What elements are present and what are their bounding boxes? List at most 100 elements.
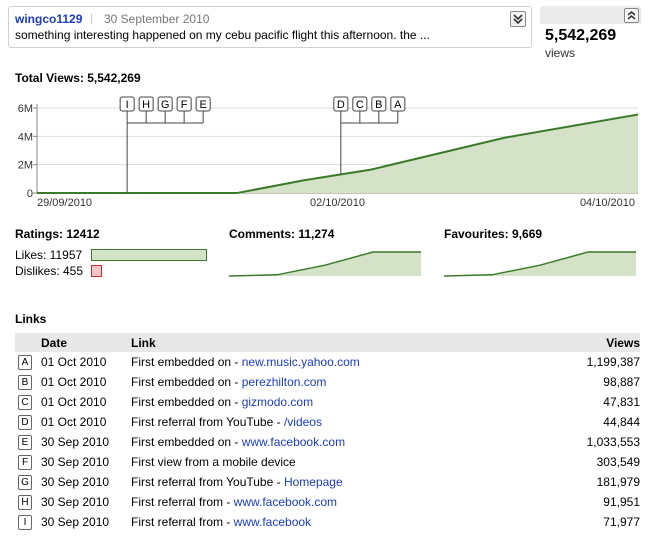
marker-letter: F <box>181 99 188 111</box>
row-link-url[interactable]: www.facebook.com <box>241 435 346 449</box>
row-link-cell: First embedded on - www.facebook.com <box>131 432 544 452</box>
row-marker-cell: I <box>15 512 41 532</box>
row-marker-cell: H <box>15 492 41 512</box>
table-row: F 30 Sep 2010 First view from a mobile dev… <box>15 452 640 472</box>
video-summary-box: wingco1129 | 30 September 2010 something… <box>8 6 532 48</box>
row-views: 303,549 <box>596 455 640 469</box>
table-row: A 01 Oct 2010 First embedded on - new.musi… <box>15 352 640 372</box>
links-header-row: Date Link Views <box>15 333 640 352</box>
row-link-url[interactable]: /videos <box>283 415 322 429</box>
marker-box <box>352 96 368 112</box>
row-link-prefix: First referral from - <box>131 495 234 509</box>
marker-box <box>157 96 173 112</box>
expand-button[interactable] <box>510 11 526 27</box>
row-link-cell: First referral from - www.facebook <box>131 512 544 532</box>
row-views: 98,887 <box>603 375 640 389</box>
ratings-heading: Ratings: 12412 <box>15 227 100 241</box>
dislikes-bar <box>91 265 102 277</box>
row-date: 01 Oct 2010 <box>41 355 107 369</box>
row-date: 01 Oct 2010 <box>41 375 107 389</box>
row-views: 91,951 <box>603 495 640 509</box>
row-link-prefix: First view from a mobile device <box>131 455 296 469</box>
row-link-url[interactable]: www.facebook.com <box>233 495 338 509</box>
marker-letter: H <box>142 99 150 111</box>
row-views: 71,977 <box>603 515 640 529</box>
letter-col-header <box>15 333 41 352</box>
row-date: 30 Sep 2010 <box>41 515 110 529</box>
row-marker-cell: D <box>15 412 41 432</box>
row-marker-letter: C <box>18 395 32 410</box>
views-panel-header <box>540 6 641 24</box>
row-marker-letter: B <box>18 375 32 390</box>
sparkline-line <box>444 251 636 277</box>
row-link-prefix: First embedded on - <box>131 435 242 449</box>
table-row: I 30 Sep 2010 First referral from - www.fa… <box>15 512 640 532</box>
row-date: 30 Sep 2010 <box>41 435 110 449</box>
views-count: 5,542,269 <box>545 27 617 44</box>
row-link-cell: First view from a mobile device <box>131 452 544 472</box>
row-date: 30 Sep 2010 <box>41 475 110 489</box>
y-tick-label: 6M <box>18 103 33 115</box>
username-link[interactable]: wingco1129 <box>15 12 83 26</box>
row-link-prefix: First embedded on - <box>131 355 242 369</box>
row-views: 181,979 <box>596 475 640 489</box>
x-tick-label: 04/10/2010 <box>580 197 635 209</box>
comments-heading: Comments: 11,274 <box>229 227 335 241</box>
comments-sparkline <box>229 251 421 277</box>
y-tick-label: 2M <box>18 160 33 172</box>
y-tick-label: 4M <box>18 131 33 143</box>
row-link-url[interactable]: Homepage <box>283 475 343 489</box>
table-row: D 01 Oct 2010 First referral from YouTube … <box>15 412 640 432</box>
row-date: 30 Sep 2010 <box>41 455 110 469</box>
x-tick-label: 02/10/2010 <box>310 197 365 209</box>
row-link-prefix: First referral from YouTube - <box>131 415 284 429</box>
double-chevron-down-icon <box>513 14 523 25</box>
marker-box <box>333 96 349 112</box>
link-col-header: Link <box>131 333 544 352</box>
marker-box <box>176 96 192 112</box>
likes-label: Likes: 11957 <box>15 248 83 262</box>
row-link-cell: First referral from - www.facebook.com <box>131 492 544 512</box>
row-link-prefix: First referral from YouTube - <box>131 475 284 489</box>
row-link-cell: First referral from YouTube - /videos <box>131 412 544 432</box>
views-col-header: Views <box>543 333 640 352</box>
row-link-url[interactable]: gizmodo.com <box>241 395 314 409</box>
x-tick-label: 29/09/2010 <box>37 197 92 209</box>
row-marker-letter: A <box>18 355 32 370</box>
marker-letter: B <box>375 99 382 111</box>
row-link-cell: First embedded on - gizmodo.com <box>131 392 544 412</box>
row-marker-cell: C <box>15 392 41 412</box>
video-description: something interesting happened on my ceb… <box>15 28 430 42</box>
sparkline-line <box>229 251 421 277</box>
favourites-sparkline <box>444 251 636 277</box>
double-chevron-up-icon <box>627 11 636 20</box>
row-link-prefix: First referral from - <box>131 515 234 529</box>
row-views: 47,831 <box>603 395 640 409</box>
row-link-url[interactable]: new.music.yahoo.com <box>241 355 360 369</box>
row-marker-cell: F <box>15 452 41 472</box>
views-label: views <box>545 46 576 60</box>
row-marker-letter: I <box>18 515 32 530</box>
row-marker-cell: G <box>15 472 41 492</box>
views-line <box>37 113 639 194</box>
marker-box <box>390 96 406 112</box>
total-views-heading: Total Views: 5,542,269 <box>15 71 141 85</box>
row-marker-cell: E <box>15 432 41 452</box>
table-row: E 30 Sep 2010 First embedded on - www.face… <box>15 432 640 452</box>
marker-letter: C <box>356 99 364 111</box>
likes-bar <box>91 249 207 261</box>
row-link-cell: First embedded on - perezhilton.com <box>131 372 544 392</box>
row-link-cell: First referral from YouTube - Homepage <box>131 472 544 492</box>
row-link-url[interactable]: perezhilton.com <box>241 375 327 389</box>
marker-letter: A <box>394 99 402 111</box>
table-row: B 01 Oct 2010 First embedded on - perezhil… <box>15 372 640 392</box>
row-link-url[interactable]: www.facebook <box>233 515 312 529</box>
marker-letter: D <box>337 99 345 111</box>
row-date: 01 Oct 2010 <box>41 415 107 429</box>
collapse-button[interactable] <box>624 8 639 23</box>
row-date: 01 Oct 2010 <box>41 395 107 409</box>
marker-letter: G <box>161 99 170 111</box>
sparkline-area <box>444 252 636 276</box>
separator: | <box>90 11 94 25</box>
marker-box <box>138 96 154 112</box>
